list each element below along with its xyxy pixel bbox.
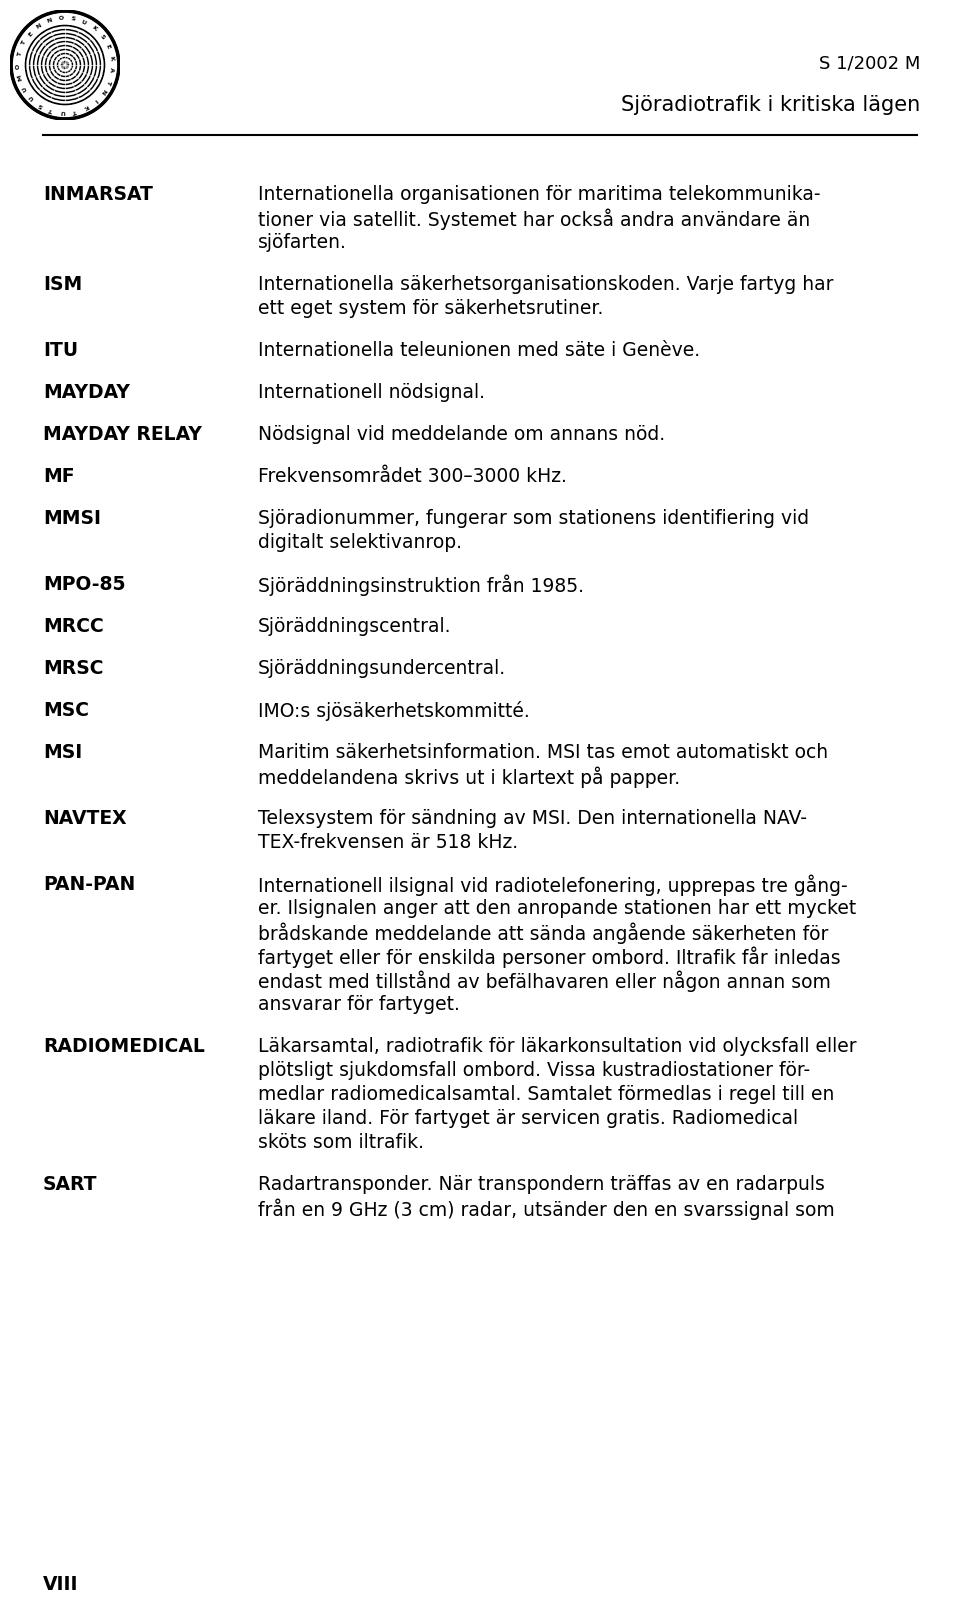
Text: Telexsystem för sändning av MSI. Den internationella NAV-: Telexsystem för sändning av MSI. Den int…: [258, 809, 807, 828]
Text: Internationella organisationen för maritima telekommunika-: Internationella organisationen för marit…: [258, 185, 821, 205]
Text: ISM: ISM: [43, 275, 83, 293]
Text: Internationell ilsignal vid radiotelefonering, upprepas tre gång-: Internationell ilsignal vid radiotelefon…: [258, 875, 848, 896]
Text: E: E: [105, 43, 111, 50]
Text: MPO-85: MPO-85: [43, 575, 126, 594]
Text: digitalt selektivanrop.: digitalt selektivanrop.: [258, 533, 462, 553]
Text: MMSI: MMSI: [43, 509, 101, 528]
Text: läkare iland. För fartyget är servicen gratis. Radiomedical: läkare iland. För fartyget är servicen g…: [258, 1108, 798, 1128]
Text: meddelandena skrivs ut i klartext på papper.: meddelandena skrivs ut i klartext på pap…: [258, 767, 680, 788]
Text: MRCC: MRCC: [43, 617, 104, 636]
Text: Läkarsamtal, radiotrafik för läkarkonsultation vid olycksfall eller: Läkarsamtal, radiotrafik för läkarkonsul…: [258, 1037, 856, 1055]
Text: ansvarar för fartyget.: ansvarar för fartyget.: [258, 996, 460, 1013]
Circle shape: [25, 26, 105, 105]
Text: S: S: [37, 101, 44, 108]
Text: MF: MF: [43, 467, 75, 487]
Text: Sjöradionummer, fungerar som stationens identifiering vid: Sjöradionummer, fungerar som stationens …: [258, 509, 809, 528]
Text: T: T: [72, 108, 78, 113]
Text: O: O: [16, 63, 21, 69]
Text: MSI: MSI: [43, 743, 83, 762]
Text: I: I: [93, 97, 98, 103]
Text: IMO:s sjösäkerhetskommitté.: IMO:s sjösäkerhetskommitté.: [258, 701, 530, 722]
Text: plötsligt sjukdomsfall ombord. Vissa kustradiostationer för-: plötsligt sjukdomsfall ombord. Vissa kus…: [258, 1062, 810, 1079]
Text: T: T: [17, 52, 23, 56]
Text: Radartransponder. När transpondern träffas av en radarpuls: Radartransponder. När transpondern träff…: [258, 1174, 825, 1194]
Text: Sjöradiotrafik i kritiska lägen: Sjöradiotrafik i kritiska lägen: [621, 95, 920, 114]
Text: K: K: [90, 26, 97, 32]
Text: brådskande meddelande att sända angående säkerheten för: brådskande meddelande att sända angående…: [258, 923, 828, 944]
Text: U: U: [60, 110, 66, 114]
Text: tioner via satellit. Systemet har också andra användare än: tioner via satellit. Systemet har också …: [258, 209, 810, 230]
Text: från en 9 GHz (3 cm) radar, utsänder den en svarssignal som: från en 9 GHz (3 cm) radar, utsänder den…: [258, 1199, 835, 1221]
Text: U: U: [21, 85, 28, 92]
Text: Sjöräddningsinstruktion från 1985.: Sjöräddningsinstruktion från 1985.: [258, 575, 584, 596]
Text: M: M: [17, 74, 24, 82]
Text: Maritim säkerhetsinformation. MSI tas emot automatiskt och: Maritim säkerhetsinformation. MSI tas em…: [258, 743, 828, 762]
Text: Nödsignal vid meddelande om annans nöd.: Nödsignal vid meddelande om annans nöd.: [258, 425, 665, 445]
Circle shape: [59, 58, 72, 71]
Text: T: T: [20, 40, 27, 47]
Text: Internationella säkerhetsorganisationskoden. Varje fartyg har: Internationella säkerhetsorganisationsko…: [258, 275, 833, 293]
Circle shape: [12, 11, 118, 118]
Text: Sjöräddningsundercentral.: Sjöräddningsundercentral.: [258, 659, 506, 678]
Text: Sjöräddningscentral.: Sjöräddningscentral.: [258, 617, 451, 636]
Text: MSC: MSC: [43, 701, 89, 720]
Text: K: K: [83, 103, 89, 110]
Text: S 1/2002 M: S 1/2002 M: [819, 55, 920, 72]
Text: K: K: [108, 55, 114, 61]
Text: sköts som iltrafik.: sköts som iltrafik.: [258, 1133, 424, 1152]
Text: A: A: [108, 68, 114, 72]
Text: endast med tillstånd av befälhavaren eller någon annan som: endast med tillstånd av befälhavaren ell…: [258, 971, 830, 992]
Text: U: U: [29, 93, 36, 101]
Text: fartyget eller för enskilda personer ombord. Iltrafik får inledas: fartyget eller för enskilda personer omb…: [258, 947, 841, 968]
Text: S: S: [70, 16, 75, 23]
Text: U: U: [81, 19, 87, 26]
Text: S: S: [99, 34, 106, 40]
Text: Internationell nödsignal.: Internationell nödsignal.: [258, 383, 485, 403]
Text: NAVTEX: NAVTEX: [43, 809, 127, 828]
Text: TEX-frekvensen är 518 kHz.: TEX-frekvensen är 518 kHz.: [258, 833, 518, 852]
Text: N: N: [36, 23, 43, 31]
Text: N: N: [100, 87, 107, 95]
Text: SART: SART: [43, 1174, 98, 1194]
Text: INMARSAT: INMARSAT: [43, 185, 153, 205]
Circle shape: [25, 26, 105, 105]
Text: MAYDAY RELAY: MAYDAY RELAY: [43, 425, 202, 445]
Text: Internationella teleunionen med säte i Genève.: Internationella teleunionen med säte i G…: [258, 342, 700, 359]
Text: PAN-PAN: PAN-PAN: [43, 875, 135, 894]
Text: sjöfarten.: sjöfarten.: [258, 234, 347, 251]
Text: MAYDAY: MAYDAY: [43, 383, 130, 403]
Text: medlar radiomedicalsamtal. Samtalet förmedlas i regel till en: medlar radiomedicalsamtal. Samtalet förm…: [258, 1084, 834, 1104]
Text: er. Ilsignalen anger att den anropande stationen har ett mycket: er. Ilsignalen anger att den anropande s…: [258, 899, 856, 918]
Text: T: T: [106, 79, 111, 84]
Text: O: O: [59, 16, 63, 21]
Text: MRSC: MRSC: [43, 659, 104, 678]
Text: ITU: ITU: [43, 342, 78, 359]
Text: E: E: [27, 31, 34, 37]
Text: Frekvensområdet 300–3000 kHz.: Frekvensområdet 300–3000 kHz.: [258, 467, 566, 487]
Text: ett eget system för säkerhetsrutiner.: ett eget system för säkerhetsrutiner.: [258, 300, 604, 317]
Text: T: T: [49, 106, 55, 113]
Text: RADIOMEDICAL: RADIOMEDICAL: [43, 1037, 204, 1055]
Text: VIII: VIII: [43, 1576, 79, 1593]
Text: N: N: [46, 18, 53, 24]
